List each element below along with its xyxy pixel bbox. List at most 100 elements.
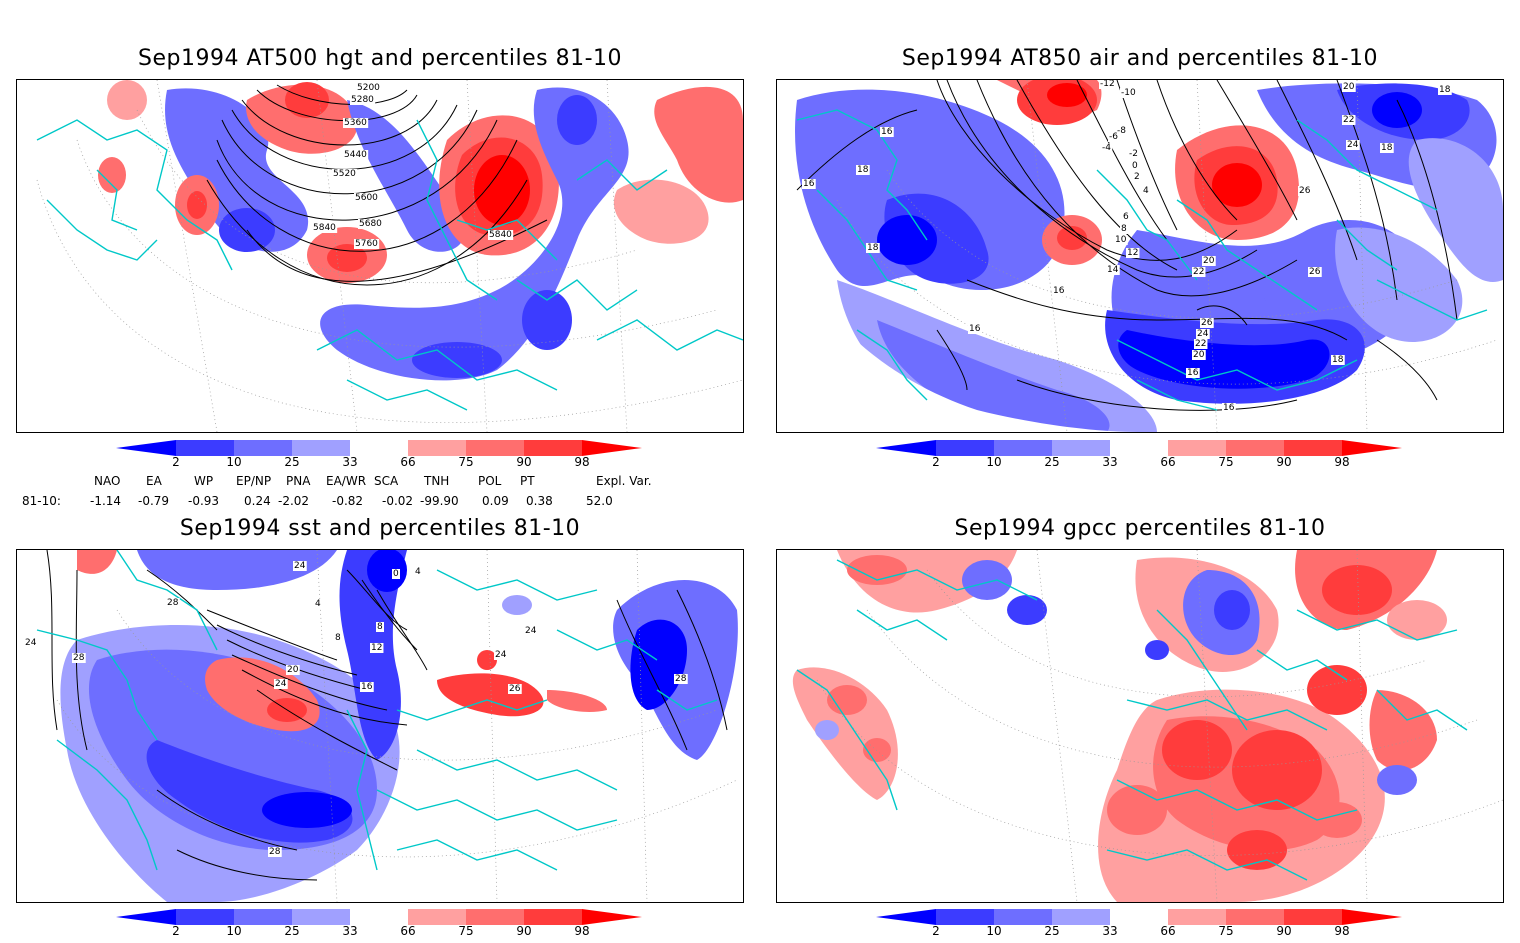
contour-label: 26 bbox=[1309, 267, 1321, 277]
colorbar-label: 98 bbox=[1334, 455, 1350, 469]
contour-label: 24 bbox=[1347, 140, 1359, 150]
colorbar-swatch bbox=[234, 440, 292, 456]
contour-label: 24 bbox=[495, 650, 507, 660]
contour-label-bg bbox=[343, 150, 369, 160]
contour-label: 18 bbox=[857, 165, 869, 175]
contour-label-group: 5200 5280 5360 5440 5520 5600 5680 5760 … bbox=[312, 83, 514, 249]
contour-label-bg bbox=[312, 223, 338, 233]
colorbar-swatch bbox=[1168, 440, 1226, 456]
contour-label: 20 bbox=[287, 665, 299, 675]
contour-label: 28 bbox=[269, 847, 281, 857]
colorbar-swatch bbox=[524, 909, 582, 925]
index-header: NAO bbox=[94, 474, 121, 488]
contour-label: 26 bbox=[1299, 186, 1311, 196]
colorbar-swatch bbox=[350, 909, 408, 925]
map-sst: 28 28 24 24 4 8 8 12 16 20 24 26 24 0 4 … bbox=[16, 549, 744, 903]
contour-label-bg bbox=[1052, 286, 1066, 296]
contour-label-bg bbox=[354, 239, 380, 249]
index-value: 0.24 bbox=[244, 494, 271, 508]
contour-label: 10 bbox=[1115, 235, 1127, 245]
colorbar-label: 10 bbox=[226, 455, 242, 469]
contour-label-bg bbox=[866, 243, 880, 253]
contour-label: 2 bbox=[1134, 172, 1140, 182]
colorbar-label: 90 bbox=[516, 455, 532, 469]
colorbar-swatch bbox=[1342, 440, 1402, 456]
colorbar-swatch bbox=[1226, 909, 1284, 925]
index-header: SCA bbox=[374, 474, 399, 488]
colorbar-swatch bbox=[292, 440, 350, 456]
contour-label: 5840 bbox=[313, 223, 336, 233]
contour-label-bg bbox=[1196, 329, 1210, 339]
contour-label: -8 bbox=[1117, 126, 1126, 136]
colorbar-hgt500: 2 10 25 33 66 75 90 98 bbox=[116, 440, 656, 474]
contour-label: 4 bbox=[315, 599, 321, 609]
contour-label: 5600 bbox=[355, 193, 378, 203]
contour-label-bg bbox=[1101, 143, 1113, 153]
contour-label-bg bbox=[524, 626, 538, 636]
contour-label: 18 bbox=[867, 243, 879, 253]
contour-label-bg bbox=[1308, 267, 1322, 277]
contour-label-bg bbox=[350, 95, 376, 105]
contour-label-bg bbox=[1298, 186, 1312, 196]
colorbar-label: 33 bbox=[1102, 924, 1118, 938]
contour-label-bg bbox=[72, 653, 86, 663]
index-value: -0.93 bbox=[188, 494, 220, 508]
colorbar-label: 33 bbox=[342, 924, 358, 938]
colorbar-sst: 2 10 25 33 66 75 90 98 bbox=[116, 909, 656, 943]
contour-label: 24 bbox=[275, 679, 287, 689]
index-header: WP bbox=[194, 474, 214, 488]
index-header: Expl. Var. bbox=[596, 474, 652, 488]
colorbar-label: 2 bbox=[932, 455, 940, 469]
grid-lines bbox=[56, 550, 738, 902]
index-header: EA bbox=[146, 474, 162, 488]
colorbar-label: 75 bbox=[458, 924, 474, 938]
contour-label-bg bbox=[1222, 403, 1236, 413]
colorbar-label: 10 bbox=[986, 924, 1002, 938]
outside-hemisphere bbox=[1247, 770, 1503, 902]
colorbar-label: 10 bbox=[986, 455, 1002, 469]
contour-label: 16 bbox=[803, 179, 815, 189]
contour-label-bg bbox=[1200, 318, 1214, 328]
contour-label: 16 bbox=[1223, 403, 1235, 413]
contour-label: 5280 bbox=[351, 95, 374, 105]
colorbar-label: 98 bbox=[574, 455, 590, 469]
contour-label-bg bbox=[343, 118, 369, 128]
contour-label: 18 bbox=[1332, 355, 1344, 365]
contour-label: 5840 bbox=[489, 230, 512, 240]
colorbar-swatch bbox=[1284, 909, 1342, 925]
contour-label-bg bbox=[24, 638, 38, 648]
contour-label: -10 bbox=[1121, 88, 1136, 98]
contour-label: 16 bbox=[1187, 368, 1199, 378]
contour-label-bg bbox=[392, 569, 400, 579]
index-header: EA/WR bbox=[326, 474, 367, 488]
contour-label-bg bbox=[508, 684, 522, 694]
colorbar-label: 2 bbox=[172, 455, 180, 469]
contour-label: 6 bbox=[1123, 212, 1129, 222]
colorbar-swatches bbox=[116, 909, 642, 925]
contour-label: 16 bbox=[969, 324, 981, 334]
contour-label-bg bbox=[1342, 82, 1356, 92]
colorbar-swatch bbox=[1168, 909, 1226, 925]
percentile-shading bbox=[60, 550, 738, 902]
colorbar-swatch bbox=[936, 909, 994, 925]
outside-hemisphere bbox=[387, 750, 743, 902]
colorbar-label: 33 bbox=[342, 455, 358, 469]
contour-label-bg bbox=[1120, 224, 1128, 234]
contour-label: 26 bbox=[1201, 318, 1213, 328]
index-header: TNH bbox=[424, 474, 450, 488]
index-value: -0.79 bbox=[138, 494, 170, 508]
contour-label: 5440 bbox=[344, 150, 367, 160]
contour-label-bg bbox=[1331, 355, 1345, 365]
contour-label: 16 bbox=[881, 127, 893, 137]
contour-label: 28 bbox=[73, 653, 85, 663]
contour-label-group: 28 28 24 24 4 8 8 12 16 20 24 26 24 0 4 … bbox=[24, 561, 688, 857]
contour-label: 16 bbox=[361, 682, 373, 692]
map-gpcc-canvas bbox=[792, 550, 1503, 902]
colorbar-label: 90 bbox=[1276, 455, 1292, 469]
contour-label-bg bbox=[674, 674, 688, 684]
map-hgt500: 5200 5280 5360 5440 5520 5600 5680 5760 … bbox=[16, 79, 744, 433]
colorbar-gpcc: 2 10 25 33 66 75 90 98 bbox=[876, 909, 1416, 943]
contour-label-bg bbox=[1106, 265, 1120, 275]
colorbar-swatches bbox=[116, 440, 642, 456]
contour-label-bg bbox=[268, 847, 282, 857]
